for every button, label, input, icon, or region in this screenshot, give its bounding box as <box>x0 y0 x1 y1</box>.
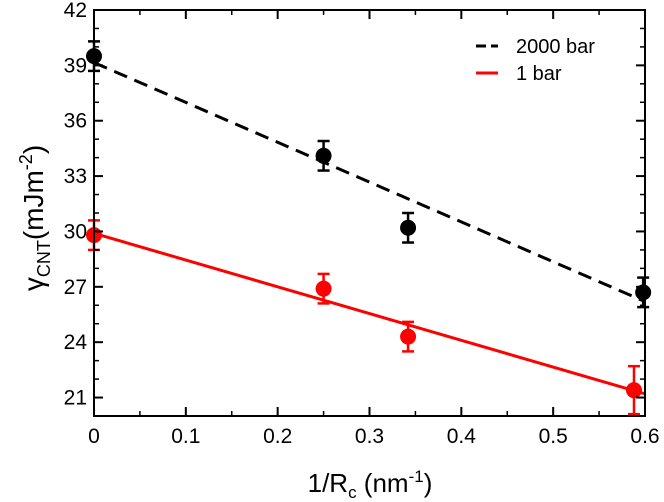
data-point <box>635 284 652 301</box>
legend-label-2000-bar: 2000 bar <box>516 36 595 58</box>
series-layer <box>86 40 652 416</box>
data-point <box>625 382 642 399</box>
y-tick-label: 39 <box>64 54 87 77</box>
y-tick-label: 33 <box>64 165 87 188</box>
y-tick-label: 30 <box>64 220 87 243</box>
y-tick-label: 21 <box>64 387 87 410</box>
y-tick-label: 24 <box>64 331 88 354</box>
y-axis-title: γCNT(mJm-2) <box>16 145 54 291</box>
series-2000-bar <box>86 40 652 309</box>
fit-line-1-bar <box>93 231 646 396</box>
data-point <box>400 328 417 345</box>
x-tick-label: 0 <box>88 425 100 448</box>
x-axis-title: 1/Rc (nm-1) <box>308 467 433 502</box>
y-tick-label: 42 <box>64 0 87 22</box>
data-point <box>315 280 332 297</box>
fit-line-2000-bar <box>93 61 646 303</box>
data-point <box>315 147 332 164</box>
x-tick-label: 0.6 <box>630 425 659 448</box>
series-1-bar <box>86 219 646 416</box>
y-tick-label: 36 <box>64 110 87 133</box>
x-tick-label: 0.3 <box>355 425 384 448</box>
data-point <box>400 219 417 236</box>
y-tick-label: 27 <box>64 276 87 299</box>
x-tick-label: 0.1 <box>171 425 200 448</box>
x-tick-label: 0.5 <box>539 425 568 448</box>
x-tick-label: 0.4 <box>447 425 477 448</box>
tick-layer: 0 0.1 0.2 0.3 0.4 0.5 0.6 21 24 27 30 33 36 39 42 <box>64 0 660 448</box>
legend: 2000 bar 1 bar <box>476 36 595 85</box>
x-tick-label: 0.2 <box>263 425 292 448</box>
legend-label-1-bar: 1 bar <box>516 63 562 85</box>
plot-frame <box>93 9 646 417</box>
